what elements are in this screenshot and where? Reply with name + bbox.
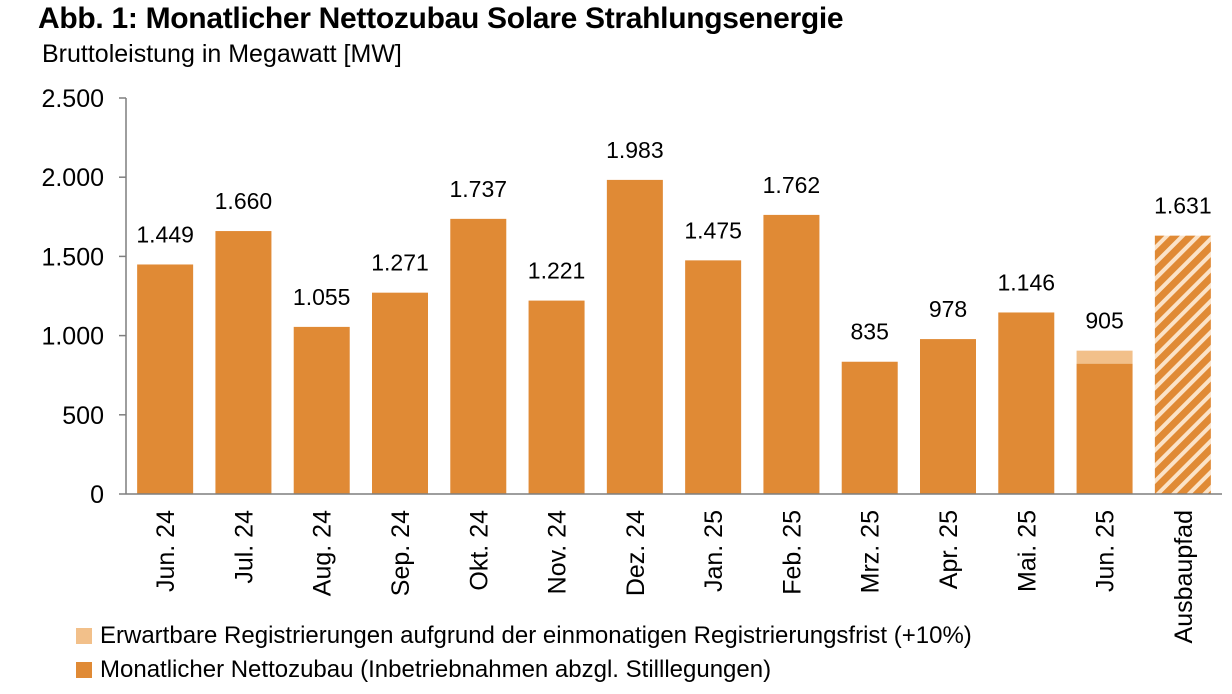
- y-tick-label: 500: [62, 402, 104, 430]
- x-tick-label: Jun. 24: [152, 510, 180, 592]
- y-tick-label: 2.500: [41, 85, 104, 113]
- x-tick-label: Ausbaupfad: [1170, 510, 1198, 643]
- data-label: 1.221: [528, 258, 586, 284]
- bar-net: [920, 339, 976, 494]
- x-axis: Jun. 24 Jul. 24 Aug. 24 Sep. 24 Okt. 24 Nov. …: [126, 493, 1222, 643]
- bar-net: [998, 312, 1055, 494]
- bar-net: [763, 214, 820, 494]
- bars: [137, 179, 1211, 495]
- data-label: 1.449: [136, 221, 194, 247]
- data-label: 1.146: [998, 269, 1056, 295]
- x-tick-label: Aug. 24: [309, 510, 337, 596]
- bar-net: [293, 326, 350, 494]
- y-axis: 0 500 1.000 1.500 2.000 2.500: [41, 85, 127, 509]
- data-label: 1.271: [371, 250, 429, 276]
- x-tick-label: Nov. 24: [544, 510, 572, 594]
- bar-ausbaupfad: [1154, 235, 1211, 494]
- y-tick-label: 2.000: [41, 164, 104, 192]
- x-tick-label: Feb. 25: [778, 510, 806, 595]
- bar-net: [685, 260, 742, 494]
- bar-net: [372, 292, 428, 494]
- legend-item-expected: Erwartbare Registrierungen aufgrund der …: [76, 622, 972, 650]
- legend-swatch-net: [76, 662, 92, 678]
- y-tick-label: 1.000: [41, 323, 104, 351]
- x-tick-label: Mrz. 25: [857, 510, 885, 593]
- bar-net: [841, 361, 898, 494]
- x-tick-label: Jun. 25: [1092, 510, 1120, 592]
- y-tick-label: 0: [90, 481, 104, 509]
- bar-net: [606, 179, 663, 494]
- bar-net: [137, 264, 194, 494]
- legend-swatch-expected: [76, 628, 92, 644]
- x-tick-label: Jan. 25: [700, 510, 728, 592]
- data-label: 1.737: [450, 176, 508, 202]
- y-tick-label: 1.500: [41, 243, 104, 271]
- bar-net: [215, 231, 272, 494]
- legend-label-expected: Erwartbare Registrierungen aufgrund der …: [100, 622, 972, 649]
- bar-net: [450, 218, 507, 495]
- data-label: 1.475: [684, 217, 742, 243]
- bar-net: [528, 300, 585, 494]
- x-tick-label: Dez. 24: [622, 510, 650, 596]
- chart-subtitle: Bruttoleistung in Megawatt [MW]: [42, 40, 402, 68]
- data-label: 1.660: [215, 188, 273, 214]
- bar-net: [1076, 363, 1133, 494]
- bar-expected: [1076, 350, 1133, 364]
- legend-item-net: Monatlicher Nettozubau (Inbetriebnahmen …: [76, 656, 771, 684]
- x-tick-label: Mai. 25: [1013, 510, 1041, 592]
- data-label: 1.631: [1154, 193, 1212, 219]
- legend-label-net: Monatlicher Nettozubau (Inbetriebnahmen …: [100, 656, 772, 683]
- data-labels: 1.449 1.660 1.055 1.271 1.737 1.221 1.983 1.475…: [136, 137, 1211, 345]
- x-tick-label: Okt. 24: [465, 510, 493, 591]
- data-label: 905: [1085, 308, 1123, 334]
- data-label: 835: [851, 319, 889, 345]
- x-tick-label: Apr. 25: [935, 510, 963, 589]
- data-label: 1.055: [293, 284, 351, 310]
- data-label: 1.983: [606, 137, 664, 163]
- data-label: 1.762: [763, 172, 821, 198]
- chart-title: Abb. 1: Monatlicher Nettozubau Solare St…: [38, 2, 844, 35]
- data-label: 978: [929, 296, 967, 322]
- x-tick-label: Jul. 24: [230, 510, 258, 584]
- x-tick-label: Sep. 24: [387, 510, 415, 596]
